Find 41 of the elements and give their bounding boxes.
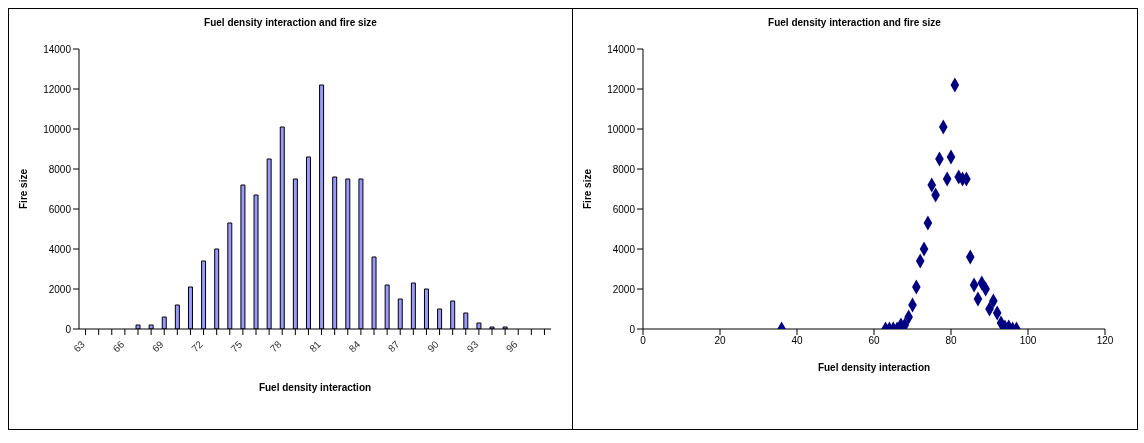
x-tick-label: 60 [868,335,880,347]
y-tick-label: 14000 [607,43,636,55]
y-tick-label: 2000 [48,283,72,295]
x-tick-label: 100 [1019,335,1037,347]
y-tick-label: 0 [629,323,636,335]
x-tick-label: 40 [791,335,803,347]
y-tick-label: 14000 [43,43,72,55]
x-tick-label: 0 [640,335,647,347]
x-tick-label: 90 [425,338,442,355]
x-tick-label: 78 [267,338,284,355]
x-tick-label: 80 [945,335,957,347]
chart-title: Fuel density interaction and fire size [767,16,942,30]
y-tick-label: 4000 [612,243,636,255]
x-tick-label: 81 [307,338,324,355]
y-tick-label: 6000 [48,203,72,215]
x-tick-label: 87 [385,338,402,355]
y-tick-label: 10000 [607,123,636,135]
y-tick-label: 8000 [48,163,72,175]
y-axis-title: Fire size [581,168,593,209]
x-tick-label: 63 [71,338,88,355]
x-tick-label: 20 [714,335,726,347]
y-tick-label: 10000 [43,123,72,135]
x-tick-label: 96 [503,338,520,355]
x-tick-label: 69 [149,338,166,355]
y-tick-label: 8000 [612,163,636,175]
x-tick-label: 93 [464,338,481,355]
x-tick-label: 84 [346,338,363,355]
x-axis-title: Fuel density interaction [258,382,372,393]
y-tick-label: 0 [65,323,72,335]
y-tick-label: 2000 [612,283,636,295]
x-tick-label: 72 [189,338,206,355]
x-tick-label: 75 [228,338,245,355]
x-axis-title: Fuel density interaction [817,362,931,373]
x-tick-label: 120 [1096,335,1114,347]
y-tick-label: 12000 [43,83,72,95]
y-axis-title: Fire size [17,168,29,209]
y-tick-label: 12000 [607,83,636,95]
y-tick-label: 4000 [48,243,72,255]
chart-title: Fuel density interaction and fire size [203,16,378,30]
y-tick-label: 6000 [612,203,636,215]
x-tick-label: 66 [110,338,127,355]
